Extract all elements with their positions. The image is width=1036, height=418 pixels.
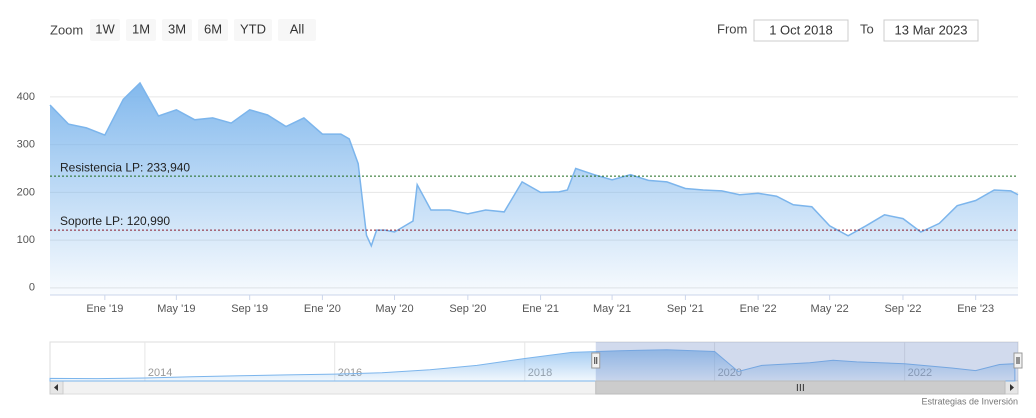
x-tick-label: Sep '19 xyxy=(231,303,268,315)
zoom-button-label: 3M xyxy=(168,21,186,36)
navigator-handle[interactable] xyxy=(591,352,601,369)
x-tick-label: May '20 xyxy=(375,303,413,315)
x-tick-label: May '22 xyxy=(811,303,849,315)
navigator-mask xyxy=(595,342,1018,381)
y-tick-label: 400 xyxy=(17,91,35,103)
from-label: From xyxy=(717,21,747,36)
zoom-button-label: YTD xyxy=(240,21,266,36)
x-tick-label: Ene '23 xyxy=(957,303,994,315)
x-tick-label: Sep '21 xyxy=(667,303,704,315)
to-value: 13 Mar 2023 xyxy=(895,22,968,37)
to-input[interactable] xyxy=(883,19,979,42)
zoom-button-label: 1M xyxy=(132,21,150,36)
x-tick-label: May '21 xyxy=(593,303,631,315)
zoom-button-label: All xyxy=(290,21,305,36)
x-tick-label: Ene '22 xyxy=(740,303,777,315)
arrow-right xyxy=(1010,384,1014,391)
plot-line-label: Resistencia LP: 233,940 xyxy=(60,160,190,174)
arrow-left xyxy=(54,384,58,391)
zoom-button[interactable] xyxy=(198,19,228,41)
from-value: 1 Oct 2018 xyxy=(769,22,833,37)
x-tick-label: Ene '20 xyxy=(304,303,341,315)
zoom-button[interactable] xyxy=(126,19,156,41)
x-tick-label: Ene '21 xyxy=(522,303,559,315)
from-input[interactable] xyxy=(753,19,849,42)
credits: Estrategias de Inversión xyxy=(921,396,1018,406)
navigator-tick-label: 2014 xyxy=(148,367,172,379)
x-tick-label: Sep '20 xyxy=(449,303,486,315)
to-label: To xyxy=(860,21,874,36)
zoom-button[interactable] xyxy=(234,19,272,41)
x-tick-label: May '19 xyxy=(157,303,195,315)
y-tick-label: 0 xyxy=(29,282,35,294)
zoom-button[interactable] xyxy=(90,19,120,41)
plot-line-label: Soporte LP: 120,990 xyxy=(60,214,170,228)
price-line xyxy=(49,81,1019,248)
zoom-button[interactable] xyxy=(278,19,316,41)
zoom-label: Zoom xyxy=(50,22,83,37)
y-tick-label: 200 xyxy=(17,186,35,198)
x-tick-label: Ene '19 xyxy=(86,303,123,315)
zoom-button-label: 6M xyxy=(204,21,222,36)
navigator-series xyxy=(49,349,1016,382)
y-tick-label: 300 xyxy=(17,139,35,151)
zoom-button-label: 1W xyxy=(95,21,115,36)
zoom-button[interactable] xyxy=(162,19,192,41)
y-tick-label: 100 xyxy=(17,234,35,246)
navigator-handle[interactable] xyxy=(1013,352,1023,369)
x-tick-label: Sep '22 xyxy=(884,303,921,315)
